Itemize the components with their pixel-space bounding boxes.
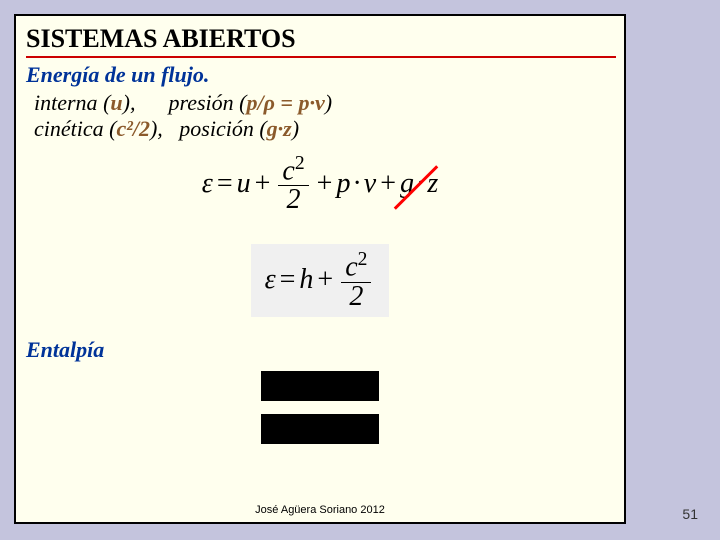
eq1-plus2: +	[317, 168, 333, 200]
eq2-equals: =	[280, 264, 296, 296]
eq1-plus1: +	[255, 168, 271, 200]
cinetica-label: cinética	[34, 116, 104, 141]
eq2-wrap: ε = h + c2 2	[251, 244, 390, 316]
eq2-c: c	[345, 252, 357, 283]
eq1-equals: =	[217, 168, 233, 200]
eq1-u: u	[237, 168, 251, 200]
eq2-plus: +	[317, 264, 333, 296]
entalpia-label: Entalpía	[16, 317, 624, 363]
presion-var: p/ρ = p·v	[246, 90, 324, 115]
slide-title: SISTEMAS ABIERTOS	[16, 16, 624, 56]
eq2-h: h	[299, 264, 313, 296]
eq1-wrap: ε = u + c2 2 + p·v + g·z	[202, 154, 438, 214]
eq1-frac: c2 2	[278, 154, 308, 214]
equation-block-2: ε = h + c2 2	[16, 226, 624, 316]
presion-label: presión	[168, 90, 233, 115]
eq2-c-exp: 2	[358, 249, 368, 270]
eq1-den: 2	[283, 186, 305, 214]
equation-block-1: ε = u + c2 2 + p·v + g·z	[16, 154, 624, 214]
cinetica-var: c²/2	[116, 116, 149, 141]
slide-subtitle: Energía de un flujo.	[16, 62, 624, 90]
terms-row-1: interna (u), presión (p/ρ = p·v)	[16, 90, 624, 116]
eq1-plus3: +	[380, 168, 396, 200]
eq1-dot1: ·	[352, 168, 361, 200]
interna-var: u	[110, 90, 122, 115]
eq1-c-exp: 2	[295, 153, 305, 174]
bar-gap	[16, 406, 624, 414]
black-bar-1	[261, 371, 379, 401]
eq2-epsilon: ε	[265, 264, 276, 296]
equation-1: ε = u + c2 2 + p·v + g·z	[202, 154, 438, 214]
eq1-p: p	[336, 168, 350, 200]
terms-row-2: cinética (c²/2), posición (g·z)	[16, 116, 624, 142]
posicion-label: posición	[179, 116, 254, 141]
black-bar-2	[261, 414, 379, 444]
posicion-var: g·z	[267, 116, 292, 141]
eq1-c: c	[282, 155, 294, 186]
interna-label: interna	[34, 90, 98, 115]
black-bars-group	[16, 371, 624, 449]
slide-frame: SISTEMAS ABIERTOS Energía de un flujo. i…	[14, 14, 626, 524]
equation-2: ε = h + c2 2	[265, 250, 376, 310]
eq2-frac: c2 2	[341, 250, 371, 310]
eq1-epsilon: ε	[202, 168, 213, 200]
eq2-den: 2	[345, 283, 367, 311]
title-underline	[26, 56, 616, 58]
page-number: 51	[682, 506, 698, 522]
eq1-v: v	[364, 168, 376, 200]
footer-credit: José Agüera Soriano 2012	[16, 504, 624, 516]
